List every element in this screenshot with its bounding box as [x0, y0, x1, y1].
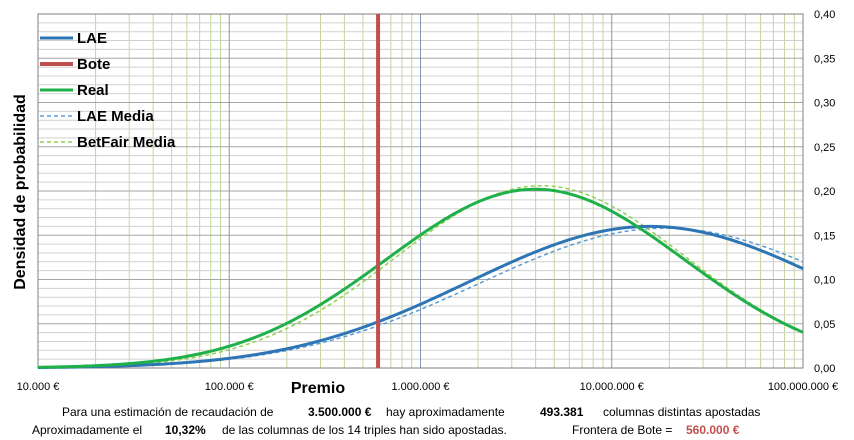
y-tick-label: 0,00	[814, 363, 835, 375]
revenue-estimate: 3.500.000 €	[308, 405, 372, 419]
probability-density-chart: 10.000 € 100.000 € 1.000.000 € 10.000.000 €…	[12, 9, 839, 397]
x-tick-label: 10.000.000 €	[580, 381, 644, 393]
y-tick-label: 0,30	[814, 98, 835, 110]
y-tick-label: 0,20	[814, 186, 835, 198]
y-tick-label: 0,15	[814, 230, 835, 242]
x-tick-label: 1.000.000 €	[391, 381, 449, 393]
y-axis-label: Densidad de probabilidad	[12, 94, 29, 290]
x-axis-label: Premio	[291, 380, 345, 397]
x-tick-labels: 10.000 € 100.000 € 1.000.000 € 10.000.000 €…	[17, 381, 839, 393]
footer-text: columnas distintas apostadas	[603, 405, 761, 419]
series-curve-betfair-media	[37, 184, 804, 369]
legend-label: BetFair Media	[77, 134, 176, 151]
footer-text: de las columnas de los 14 triples han si…	[222, 423, 507, 437]
legend: LAE Bote Real LAE Media BetFair Media	[40, 30, 176, 151]
jackpot-threshold: 560.000 €	[686, 423, 740, 437]
y-tick-label: 0,25	[814, 142, 835, 154]
legend-label: Real	[77, 82, 109, 99]
y-tick-label: 0,40	[814, 9, 835, 21]
series-curve-lae	[37, 224, 804, 370]
legend-label: LAE	[77, 30, 107, 47]
legend-label: Bote	[77, 56, 110, 73]
y-tick-label: 0,35	[814, 53, 835, 65]
x-tick-label: 10.000 €	[17, 381, 60, 393]
y-tick-label: 0,10	[814, 275, 835, 287]
footer-text: Aproximadamente el	[32, 423, 143, 437]
columns-count: 493.381	[540, 405, 584, 419]
x-tick-label: 100.000 €	[205, 381, 254, 393]
grid	[37, 13, 804, 369]
footer-text: hay aproximadamente	[386, 405, 505, 419]
series-curves	[37, 14, 804, 370]
y-tick-labels: 0,00 0,05 0,10 0,15 0,20 0,25 0,30 0,35 0,40	[814, 9, 835, 375]
plot-border	[37, 13, 804, 369]
footer-text: Para una estimación de recaudación de	[62, 405, 274, 419]
y-tick-label: 0,05	[814, 319, 835, 331]
series-curve-real	[37, 187, 804, 369]
footer-text: Frontera de Bote =	[572, 423, 673, 437]
percentage-value: 10,32%	[165, 423, 206, 437]
legend-label: LAE Media	[77, 108, 154, 125]
x-tick-label: 100.000.000 €	[768, 381, 838, 393]
